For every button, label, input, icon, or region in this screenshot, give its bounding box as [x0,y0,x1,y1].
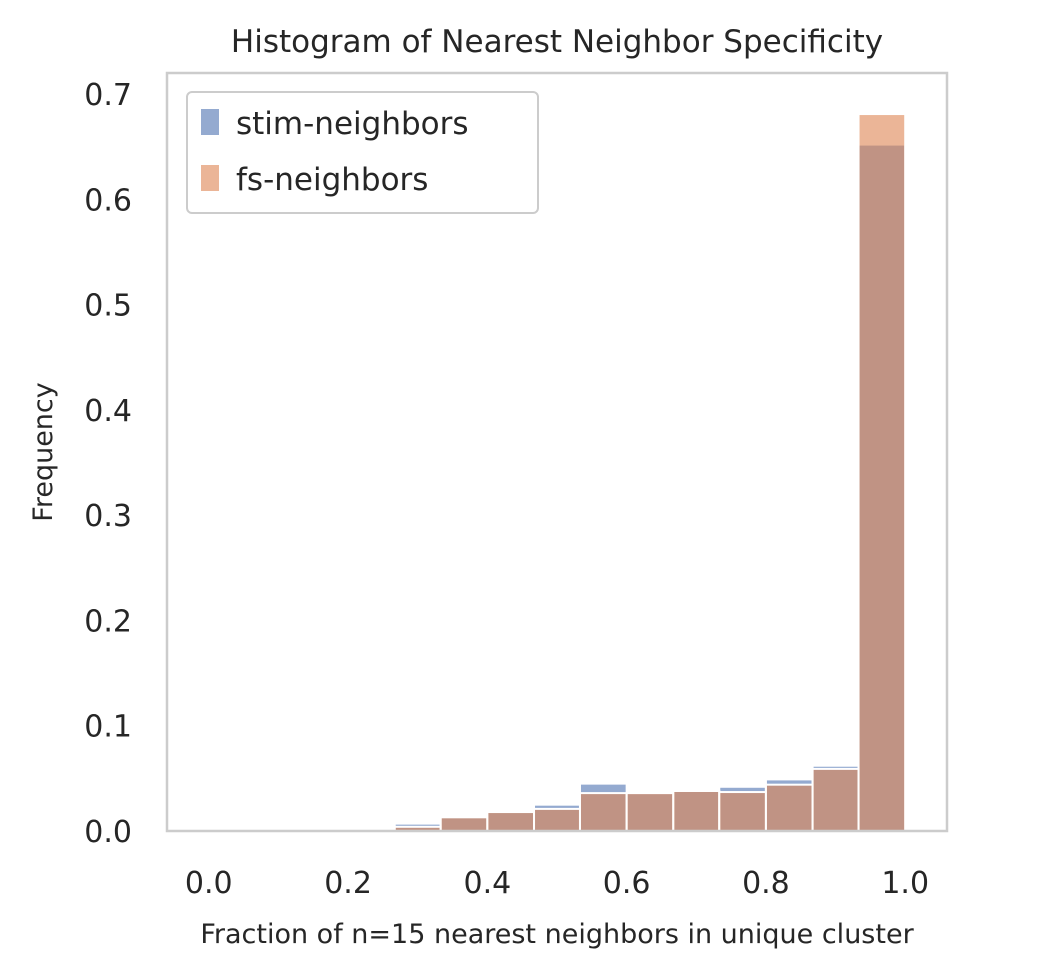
bar-fs-neighbors-7 [718,791,767,833]
plot-frame [165,71,949,833]
bar-fs-neighbors-8 [764,783,814,833]
y-axis-label: Frequency [28,382,59,522]
y-tick-label: 0.5 [84,289,132,324]
bar-fs-neighbors-4 [578,792,628,832]
y-axis-ticks: 0.0 0.1 0.2 0.3 0.4 0.5 0.6 0.7 [84,78,132,850]
bar-fs-neighbors-3 [533,807,581,832]
y-tick-label: 0.0 [84,815,132,850]
y-tick-label: 0.3 [84,499,132,534]
legend-label-fs-neighbors: fs-neighbors [236,162,428,198]
bar-fs-neighbors-1 [439,816,489,833]
bars-layer [393,113,907,833]
legend-swatch-stim-neighbors [201,109,219,135]
x-axis-ticks: 0.0 0.2 0.4 0.6 0.8 1.0 [185,866,929,901]
x-tick-label: 0.4 [463,866,511,901]
chart-title: Histogram of Nearest Neighbor Specificit… [231,24,883,60]
x-axis-label: Fraction of n=15 nearest neighbors in un… [200,919,914,950]
legend-box [186,91,539,214]
x-tick-label: 0.2 [324,866,372,901]
y-tick-label: 0.2 [84,604,132,639]
legend-swatch-fs-neighbors [201,165,219,191]
y-tick-label: 0.4 [84,394,132,429]
bar-fs-neighbors-2 [486,811,536,832]
bar-fs-neighbors-5 [625,792,675,832]
y-tick-label: 0.7 [84,78,132,113]
legend-label-stim-neighbors: stim-neighbors [236,106,469,142]
y-tick-label: 0.1 [84,710,132,745]
x-tick-label: 0.8 [742,866,790,901]
legend: stim-neighbors fs-neighbors [186,91,539,214]
x-tick-label: 1.0 [881,866,929,901]
x-tick-label: 0.0 [185,866,233,901]
bar-fs-neighbors-9 [811,767,860,832]
bar-fs-neighbors-6 [672,789,721,832]
x-tick-label: 0.6 [603,866,651,901]
y-tick-label: 0.6 [84,183,132,218]
bar-fs-neighbors-10 [857,113,907,832]
